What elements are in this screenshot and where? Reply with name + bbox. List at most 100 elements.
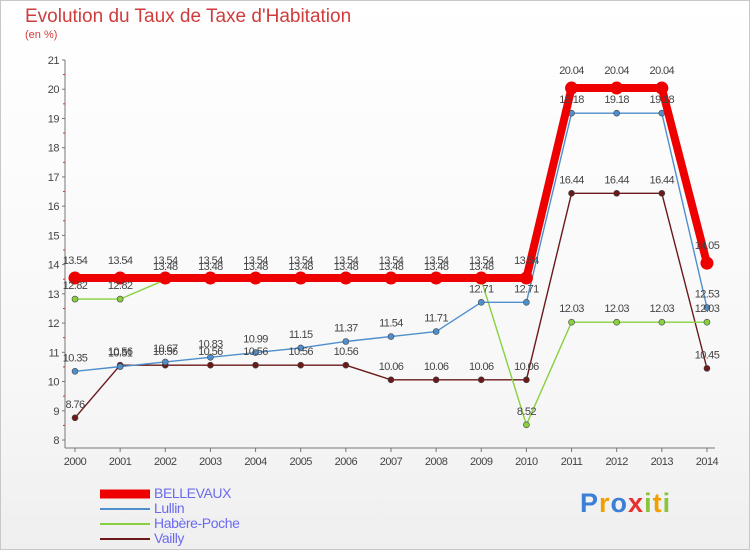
data-point <box>297 344 305 352</box>
data-point <box>249 271 263 285</box>
data-label: 12.03 <box>650 303 675 315</box>
data-point <box>68 271 82 285</box>
data-label: 12.53 <box>695 289 720 301</box>
data-point <box>297 361 305 369</box>
data-point <box>387 376 395 384</box>
data-label: 10.99 <box>243 334 268 346</box>
y-tick-label: 21 <box>48 55 60 67</box>
data-label: 13.54 <box>379 255 404 267</box>
data-label: 13.48 <box>379 261 404 273</box>
data-label: 16.44 <box>650 174 675 186</box>
data-label: 10.56 <box>108 346 133 358</box>
y-tick-label: 19 <box>48 113 60 125</box>
y-tick-label: 14 <box>48 260 60 272</box>
data-label: 10.56 <box>288 346 313 358</box>
data-point <box>474 271 488 285</box>
x-tick-label: 2009 <box>470 456 493 468</box>
data-label: 8.76 <box>65 399 84 411</box>
x-tick-label: 2011 <box>561 456 583 468</box>
y-tick-label: 9 <box>53 406 59 418</box>
proxiti-logo: Proxiti <box>580 488 671 519</box>
data-point <box>432 376 440 384</box>
logo-letter: t <box>652 488 663 518</box>
legend-swatch <box>100 486 150 501</box>
data-label: 10.51 <box>108 348 133 360</box>
y-tick-label: 18 <box>48 143 60 155</box>
data-label: 10.06 <box>514 361 539 373</box>
legend-item: Lullin <box>100 500 320 516</box>
data-label: 13.54 <box>108 255 133 267</box>
data-label: 20.04 <box>559 65 584 77</box>
data-point <box>203 271 217 285</box>
data-point <box>613 318 620 326</box>
data-label: 12.82 <box>108 280 133 292</box>
data-point <box>158 271 172 285</box>
logo-letter: x <box>628 488 645 518</box>
chart-title: Evolution du Taux de Taxe d'Habitation <box>25 6 352 27</box>
data-label: 8.52 <box>517 406 536 418</box>
legend-label: Habère-Poche <box>154 515 240 531</box>
data-label: 11.54 <box>379 318 403 330</box>
chart-unit-label: (en %) <box>25 29 58 41</box>
data-label: 13.48 <box>334 261 359 273</box>
data-point <box>703 318 711 326</box>
legend-item: BELLEVAUX <box>100 485 320 501</box>
data-label: 13.54 <box>243 255 268 267</box>
data-label: 14.05 <box>695 240 720 252</box>
data-label: 19.18 <box>604 94 629 106</box>
x-tick-label: 2004 <box>244 456 267 468</box>
legend-label: Lullin <box>154 500 185 516</box>
data-label: 10.06 <box>424 361 449 373</box>
data-point <box>613 109 620 117</box>
legend-item: Habère-Poche <box>100 515 320 531</box>
data-point <box>252 361 259 369</box>
y-tick-label: 16 <box>48 201 60 213</box>
data-label: 13.54 <box>514 255 539 267</box>
x-tick-label: 2008 <box>425 456 448 468</box>
data-point <box>613 189 620 197</box>
data-point <box>700 256 714 270</box>
data-point <box>565 81 579 95</box>
data-point <box>519 271 533 285</box>
data-point <box>658 189 666 197</box>
y-tick-label: 10 <box>48 377 60 389</box>
legend-swatch <box>100 531 150 546</box>
x-tick-label: 2000 <box>64 456 87 468</box>
series-line <box>74 112 708 373</box>
logo-letter: P <box>580 488 600 518</box>
data-point <box>71 295 79 303</box>
data-label: 12.82 <box>63 280 88 292</box>
data-label: 11.15 <box>289 329 313 341</box>
data-point <box>523 299 530 306</box>
data-point <box>477 299 485 306</box>
legend-swatch <box>100 516 150 531</box>
data-point <box>342 361 350 369</box>
logo-letter: i <box>662 488 672 518</box>
data-label: 13.48 <box>243 261 268 273</box>
data-point <box>523 421 530 429</box>
data-label: 12.03 <box>559 303 584 315</box>
data-point <box>568 189 575 197</box>
x-tick-label: 2002 <box>154 456 177 468</box>
data-label: 12.03 <box>604 303 629 315</box>
data-label: 13.54 <box>153 255 178 267</box>
data-label: 11.37 <box>334 322 358 334</box>
data-point <box>294 271 308 285</box>
data-point <box>610 81 624 95</box>
data-label: 12.71 <box>514 283 539 295</box>
data-label: 12.71 <box>469 283 494 295</box>
data-label: 10.35 <box>63 352 88 364</box>
data-point <box>161 358 169 366</box>
data-point <box>116 295 124 303</box>
y-tick-label: 8 <box>53 435 59 447</box>
y-tick-label: 17 <box>48 172 60 184</box>
data-point <box>339 271 353 285</box>
data-label: 19.18 <box>650 94 675 106</box>
data-point <box>523 376 530 384</box>
data-point <box>116 363 124 370</box>
data-label: 13.54 <box>63 255 88 267</box>
x-tick-label: 2007 <box>380 456 403 468</box>
data-label: 13.48 <box>424 261 449 273</box>
data-label: 10.06 <box>469 361 494 373</box>
